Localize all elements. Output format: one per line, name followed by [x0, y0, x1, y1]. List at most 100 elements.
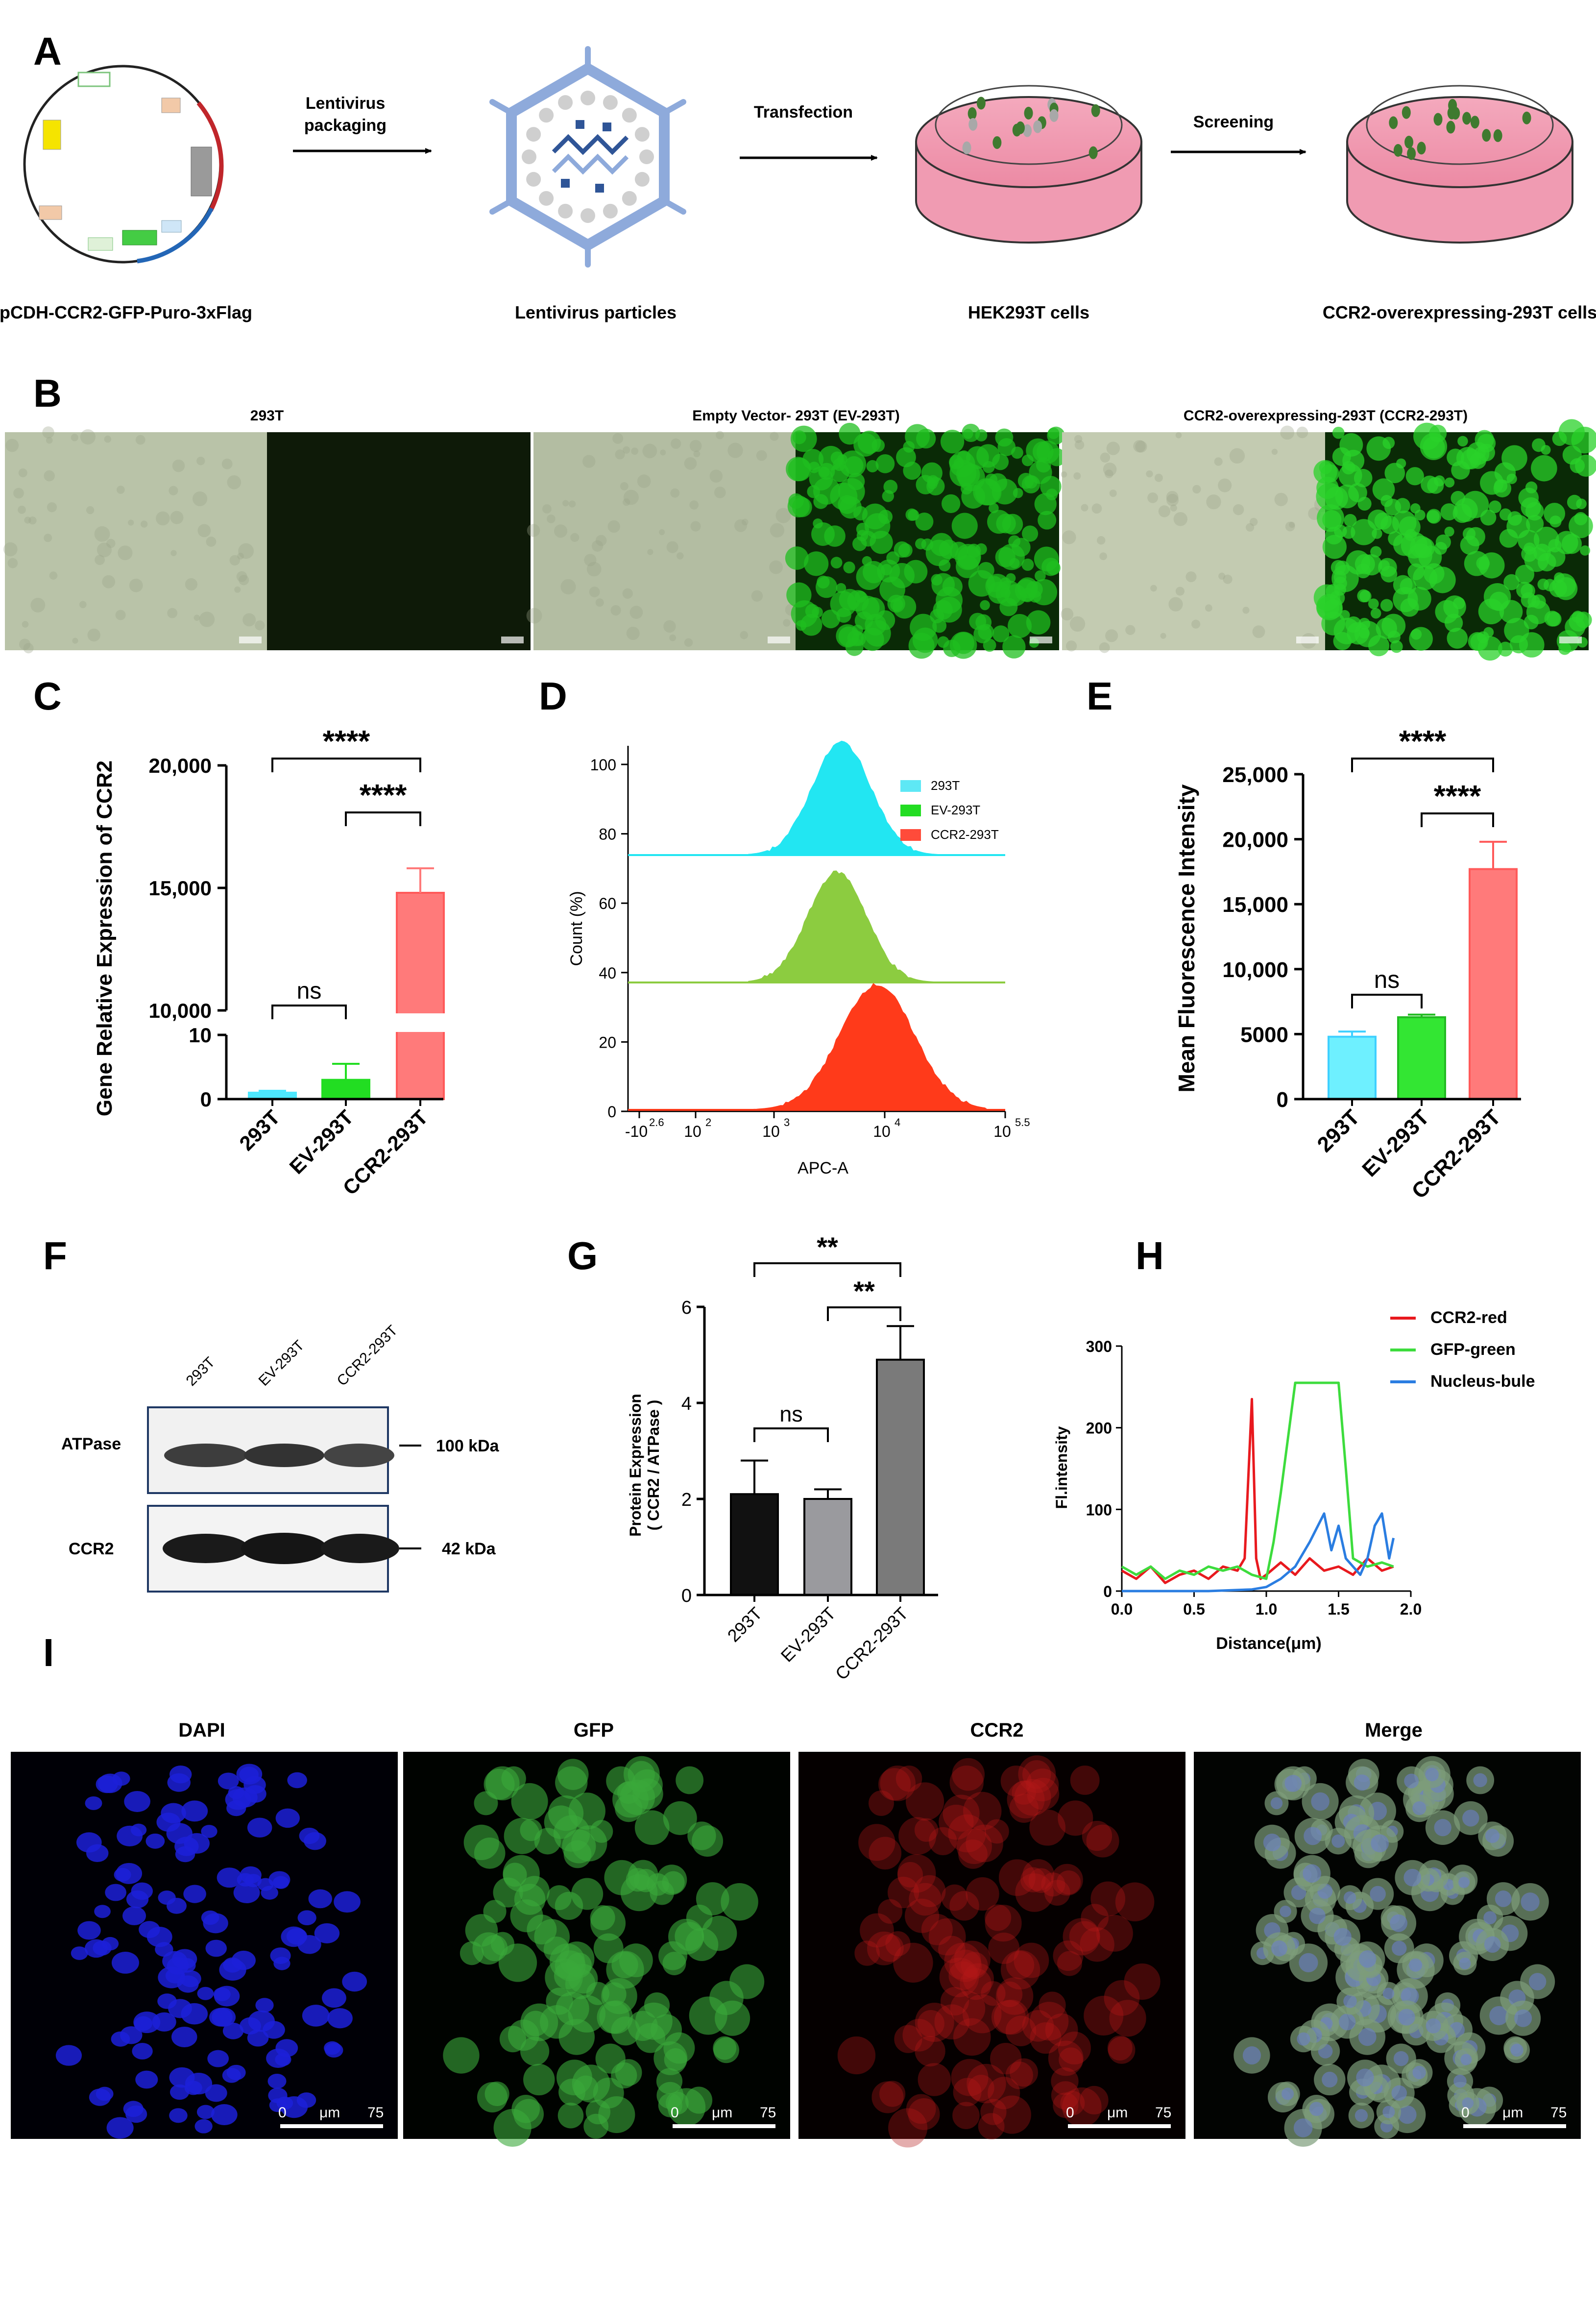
- cell: [879, 2081, 906, 2107]
- brightfield-texture: [769, 560, 783, 574]
- nucleus: [324, 2042, 343, 2058]
- gfp-cell: [1580, 545, 1591, 556]
- x-tick-label: 293T: [1313, 1105, 1365, 1157]
- gfp-cell: [1575, 612, 1592, 628]
- brightfield-texture: [629, 606, 643, 619]
- significance-label: ****: [360, 779, 407, 812]
- gfp-cell: [786, 457, 810, 482]
- cell: [914, 1818, 939, 1842]
- brightfield-texture: [221, 458, 233, 469]
- cell: [443, 2037, 480, 2074]
- cell: [953, 2078, 982, 2107]
- cell: [463, 1824, 499, 1861]
- merged-nucleus: [1309, 2102, 1324, 2116]
- transfected-cell: [1522, 111, 1531, 124]
- nucleus: [169, 2084, 190, 2100]
- gfp-cell: [882, 490, 895, 502]
- brightfield-texture: [659, 529, 665, 536]
- transfected-cell: [1433, 113, 1443, 126]
- nucleus: [135, 2070, 158, 2089]
- bar-CCR2-293T: [876, 1358, 925, 1596]
- brightfield-texture: [647, 549, 653, 555]
- b-title-ccr2: CCR2-overexpressing-293T (CCR2-293T): [1184, 408, 1468, 424]
- gfp-cell: [1571, 426, 1596, 454]
- histogram-293T: [748, 740, 988, 856]
- brightfield-texture: [689, 500, 699, 510]
- gfp-cell: [1000, 587, 1011, 598]
- f-row-ccr2: CCR2: [69, 1540, 114, 1558]
- scale-end: 75: [1155, 2105, 1171, 2121]
- gfp-cell: [845, 638, 864, 656]
- virus-capsid-dot: [539, 108, 554, 123]
- nucleus: [71, 1946, 88, 1960]
- nucleus: [297, 1935, 321, 1954]
- virus-capsid-dot: [539, 191, 554, 206]
- brightfield-texture: [185, 578, 198, 591]
- merged-nucleus: [1309, 1907, 1326, 1924]
- nucleus: [180, 1970, 201, 1987]
- nucleus: [134, 2016, 152, 2031]
- cell: [953, 2018, 991, 2056]
- cell: [1058, 1800, 1093, 1836]
- nucleus: [111, 2031, 130, 2047]
- transfected-cell: [1091, 104, 1100, 117]
- merged-nucleus: [1434, 1819, 1451, 1837]
- nucleus: [247, 1817, 272, 1838]
- gfp-cell: [905, 424, 930, 449]
- nucleus: [273, 1957, 290, 1970]
- nucleus: [94, 1905, 111, 1918]
- gfp-cell: [1358, 628, 1370, 639]
- scale-bar: [673, 2124, 775, 2128]
- gfp-cell: [843, 561, 855, 574]
- brightfield-texture: [1175, 587, 1185, 596]
- merged-nucleus: [1412, 2065, 1426, 2080]
- brightfield-texture: [13, 488, 24, 499]
- brightfield-texture: [1205, 604, 1212, 612]
- brightfield-texture: [135, 435, 145, 445]
- brightfield-texture: [783, 619, 791, 627]
- merged-nucleus: [1371, 1834, 1389, 1853]
- gfp-cell: [937, 636, 949, 648]
- brightfield-texture: [94, 526, 110, 542]
- gfp-cell: [1519, 632, 1545, 658]
- nucleus: [77, 1921, 101, 1940]
- brightfield-texture: [87, 628, 100, 642]
- i-title-merge: Merge: [1365, 1719, 1423, 1741]
- transfected-cell: [1407, 147, 1416, 160]
- merged-nucleus: [1358, 1950, 1377, 1968]
- brightfield-texture: [24, 516, 31, 524]
- cell: [484, 2081, 509, 2107]
- gfp-cell: [985, 473, 998, 486]
- brightfield-texture: [227, 475, 242, 490]
- merged-nucleus: [1303, 1864, 1322, 1883]
- virus-capsid-dot: [634, 172, 650, 187]
- f-lane-293t: 293T: [183, 1354, 218, 1389]
- scale-end: 75: [367, 2105, 384, 2121]
- brightfield-texture: [527, 524, 540, 537]
- brightfield-texture: [626, 626, 640, 640]
- brightfield-texture: [170, 511, 184, 524]
- brightfield-texture: [1109, 490, 1117, 497]
- cell: [1006, 1951, 1035, 1979]
- merged-nucleus: [1495, 1890, 1512, 1907]
- brightfield-texture: [1103, 463, 1117, 476]
- virus-capsid-dot: [558, 95, 573, 110]
- brightfield-texture: [104, 435, 112, 443]
- nucleus: [105, 1884, 126, 1901]
- gfp-cell: [866, 460, 879, 472]
- cell: [991, 2000, 1026, 2035]
- brightfield-texture: [1271, 448, 1278, 455]
- nucleus: [275, 2053, 291, 2066]
- merged-nucleus: [1333, 1928, 1352, 1946]
- cell: [721, 1883, 758, 1921]
- brightfield-texture: [1069, 616, 1086, 632]
- brightfield-texture: [1214, 457, 1223, 466]
- gfp-cell: [973, 625, 992, 643]
- cell: [963, 1963, 994, 1994]
- cell: [1059, 2047, 1083, 2072]
- brightfield-texture: [622, 588, 633, 599]
- gfp-cell: [1408, 543, 1432, 568]
- nucleus: [131, 1882, 153, 1900]
- cell: [998, 1859, 1036, 1896]
- i-title-ccr2: CCR2: [970, 1719, 1024, 1741]
